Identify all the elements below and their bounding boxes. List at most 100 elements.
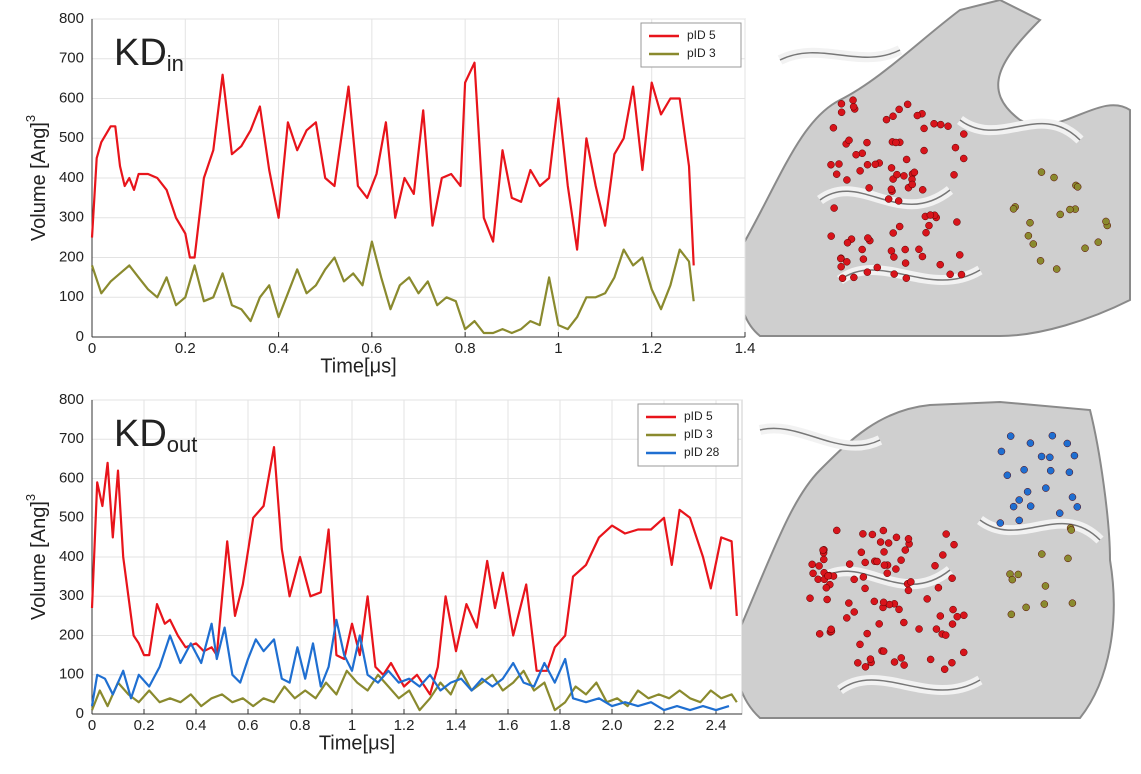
atom-dot — [881, 562, 888, 569]
atom-dot — [1069, 600, 1076, 607]
atom-dot — [851, 608, 858, 615]
atom-dot — [891, 271, 898, 278]
y-tick-label: 100 — [59, 666, 84, 683]
atom-dot — [903, 275, 910, 282]
atom-dot — [927, 656, 934, 663]
atom-dot — [941, 666, 948, 673]
atom-dot — [872, 161, 879, 168]
x-tick-label: 2.4 — [706, 717, 727, 734]
atom-dot — [1068, 527, 1075, 534]
atom-dot — [997, 520, 1004, 527]
atom-dot — [954, 613, 961, 620]
atom-dot — [896, 106, 903, 113]
y-tick-label: 200 — [59, 248, 84, 265]
atom-dot — [902, 246, 909, 253]
atom-dot — [1082, 245, 1089, 252]
atom-dot — [880, 527, 887, 534]
atom-dot — [883, 116, 890, 123]
atom-dot — [901, 662, 908, 669]
atom-dot — [921, 147, 928, 154]
atom-dot — [905, 587, 912, 594]
legend-label: pID 5 — [684, 409, 713, 423]
atom-dot — [923, 229, 930, 236]
title-subscript: in — [167, 51, 184, 76]
legend-label: pID 3 — [684, 427, 713, 441]
atom-dot — [838, 263, 845, 270]
atom-dot — [885, 196, 892, 203]
atom-dot — [846, 137, 853, 144]
atom-dot — [896, 223, 903, 230]
atom-dot — [1016, 497, 1023, 504]
atom-dot — [933, 626, 940, 633]
y-tick-label: 800 — [59, 391, 84, 408]
atom-dot — [919, 253, 926, 260]
atom-dot — [1024, 488, 1031, 495]
atom-dot — [924, 595, 931, 602]
x-tick-label: 1 — [554, 340, 562, 357]
atom-dot — [853, 151, 860, 158]
atom-dot — [1102, 218, 1109, 225]
atom-dot — [1047, 467, 1054, 474]
chart: 010020030040050060070080000.20.40.60.811… — [23, 10, 755, 377]
atom-dot — [830, 124, 837, 131]
atom-dot — [1007, 433, 1014, 440]
atom-dot — [858, 549, 865, 556]
atom-dot — [864, 161, 871, 168]
atom-dot — [1046, 454, 1053, 461]
x-tick-label: 0.4 — [186, 717, 207, 734]
atom-dot — [860, 256, 867, 263]
atom-dot — [843, 176, 850, 183]
atom-dot — [1009, 576, 1016, 583]
atom-dot — [902, 547, 909, 554]
y-tick-label: 0 — [76, 705, 84, 722]
atom-dot — [1053, 266, 1060, 273]
atom-dot — [937, 612, 944, 619]
atom-dot — [998, 448, 1005, 455]
atom-dot — [1008, 611, 1015, 618]
atom-dot — [862, 663, 869, 670]
atom-dot — [951, 171, 958, 178]
atom-dot — [916, 626, 923, 633]
y-tick-label: 400 — [59, 169, 84, 186]
x-tick-label: 0.6 — [238, 717, 259, 734]
legend-label: pID 3 — [687, 46, 716, 60]
atom-dot — [838, 100, 845, 107]
atom-dot — [892, 139, 899, 146]
atom-dot — [831, 205, 838, 212]
y-tick-label: 200 — [59, 626, 84, 643]
atom-dot — [890, 229, 897, 236]
atom-dot — [937, 261, 944, 268]
atom-dot — [895, 197, 902, 204]
atom-dot — [839, 275, 846, 282]
atom-dot — [1037, 257, 1044, 264]
atom-dot — [1057, 211, 1064, 218]
y-tick-label: 300 — [59, 209, 84, 226]
atom-dot — [925, 222, 932, 229]
atom-dot — [960, 155, 967, 162]
atom-dot — [1074, 183, 1081, 190]
atom-dot — [1051, 174, 1058, 181]
atom-dot — [843, 614, 850, 621]
atom-dot — [864, 630, 871, 637]
atom-dot — [885, 540, 892, 547]
atom-dot — [907, 578, 914, 585]
atom-dot — [1049, 432, 1056, 439]
x-tick-label: 1.2 — [641, 340, 662, 357]
atom-dot — [835, 161, 842, 168]
atom-dot — [952, 144, 959, 151]
y-tick-label: 600 — [59, 469, 84, 486]
atom-dot — [880, 648, 887, 655]
atom-dot — [1066, 469, 1073, 476]
x-tick-label: 1.6 — [498, 717, 519, 734]
legend-label: pID 28 — [684, 445, 720, 459]
x-axis-label: Time[μs] — [319, 732, 395, 754]
atom-dot — [890, 113, 897, 120]
atom-dot — [820, 547, 827, 554]
atom-dot — [1038, 551, 1045, 558]
title-main: KD — [114, 413, 167, 455]
atom-dot — [891, 659, 898, 666]
y-tick-label: 700 — [59, 430, 84, 447]
atom-dot — [896, 606, 903, 613]
atom-dot — [859, 150, 866, 157]
